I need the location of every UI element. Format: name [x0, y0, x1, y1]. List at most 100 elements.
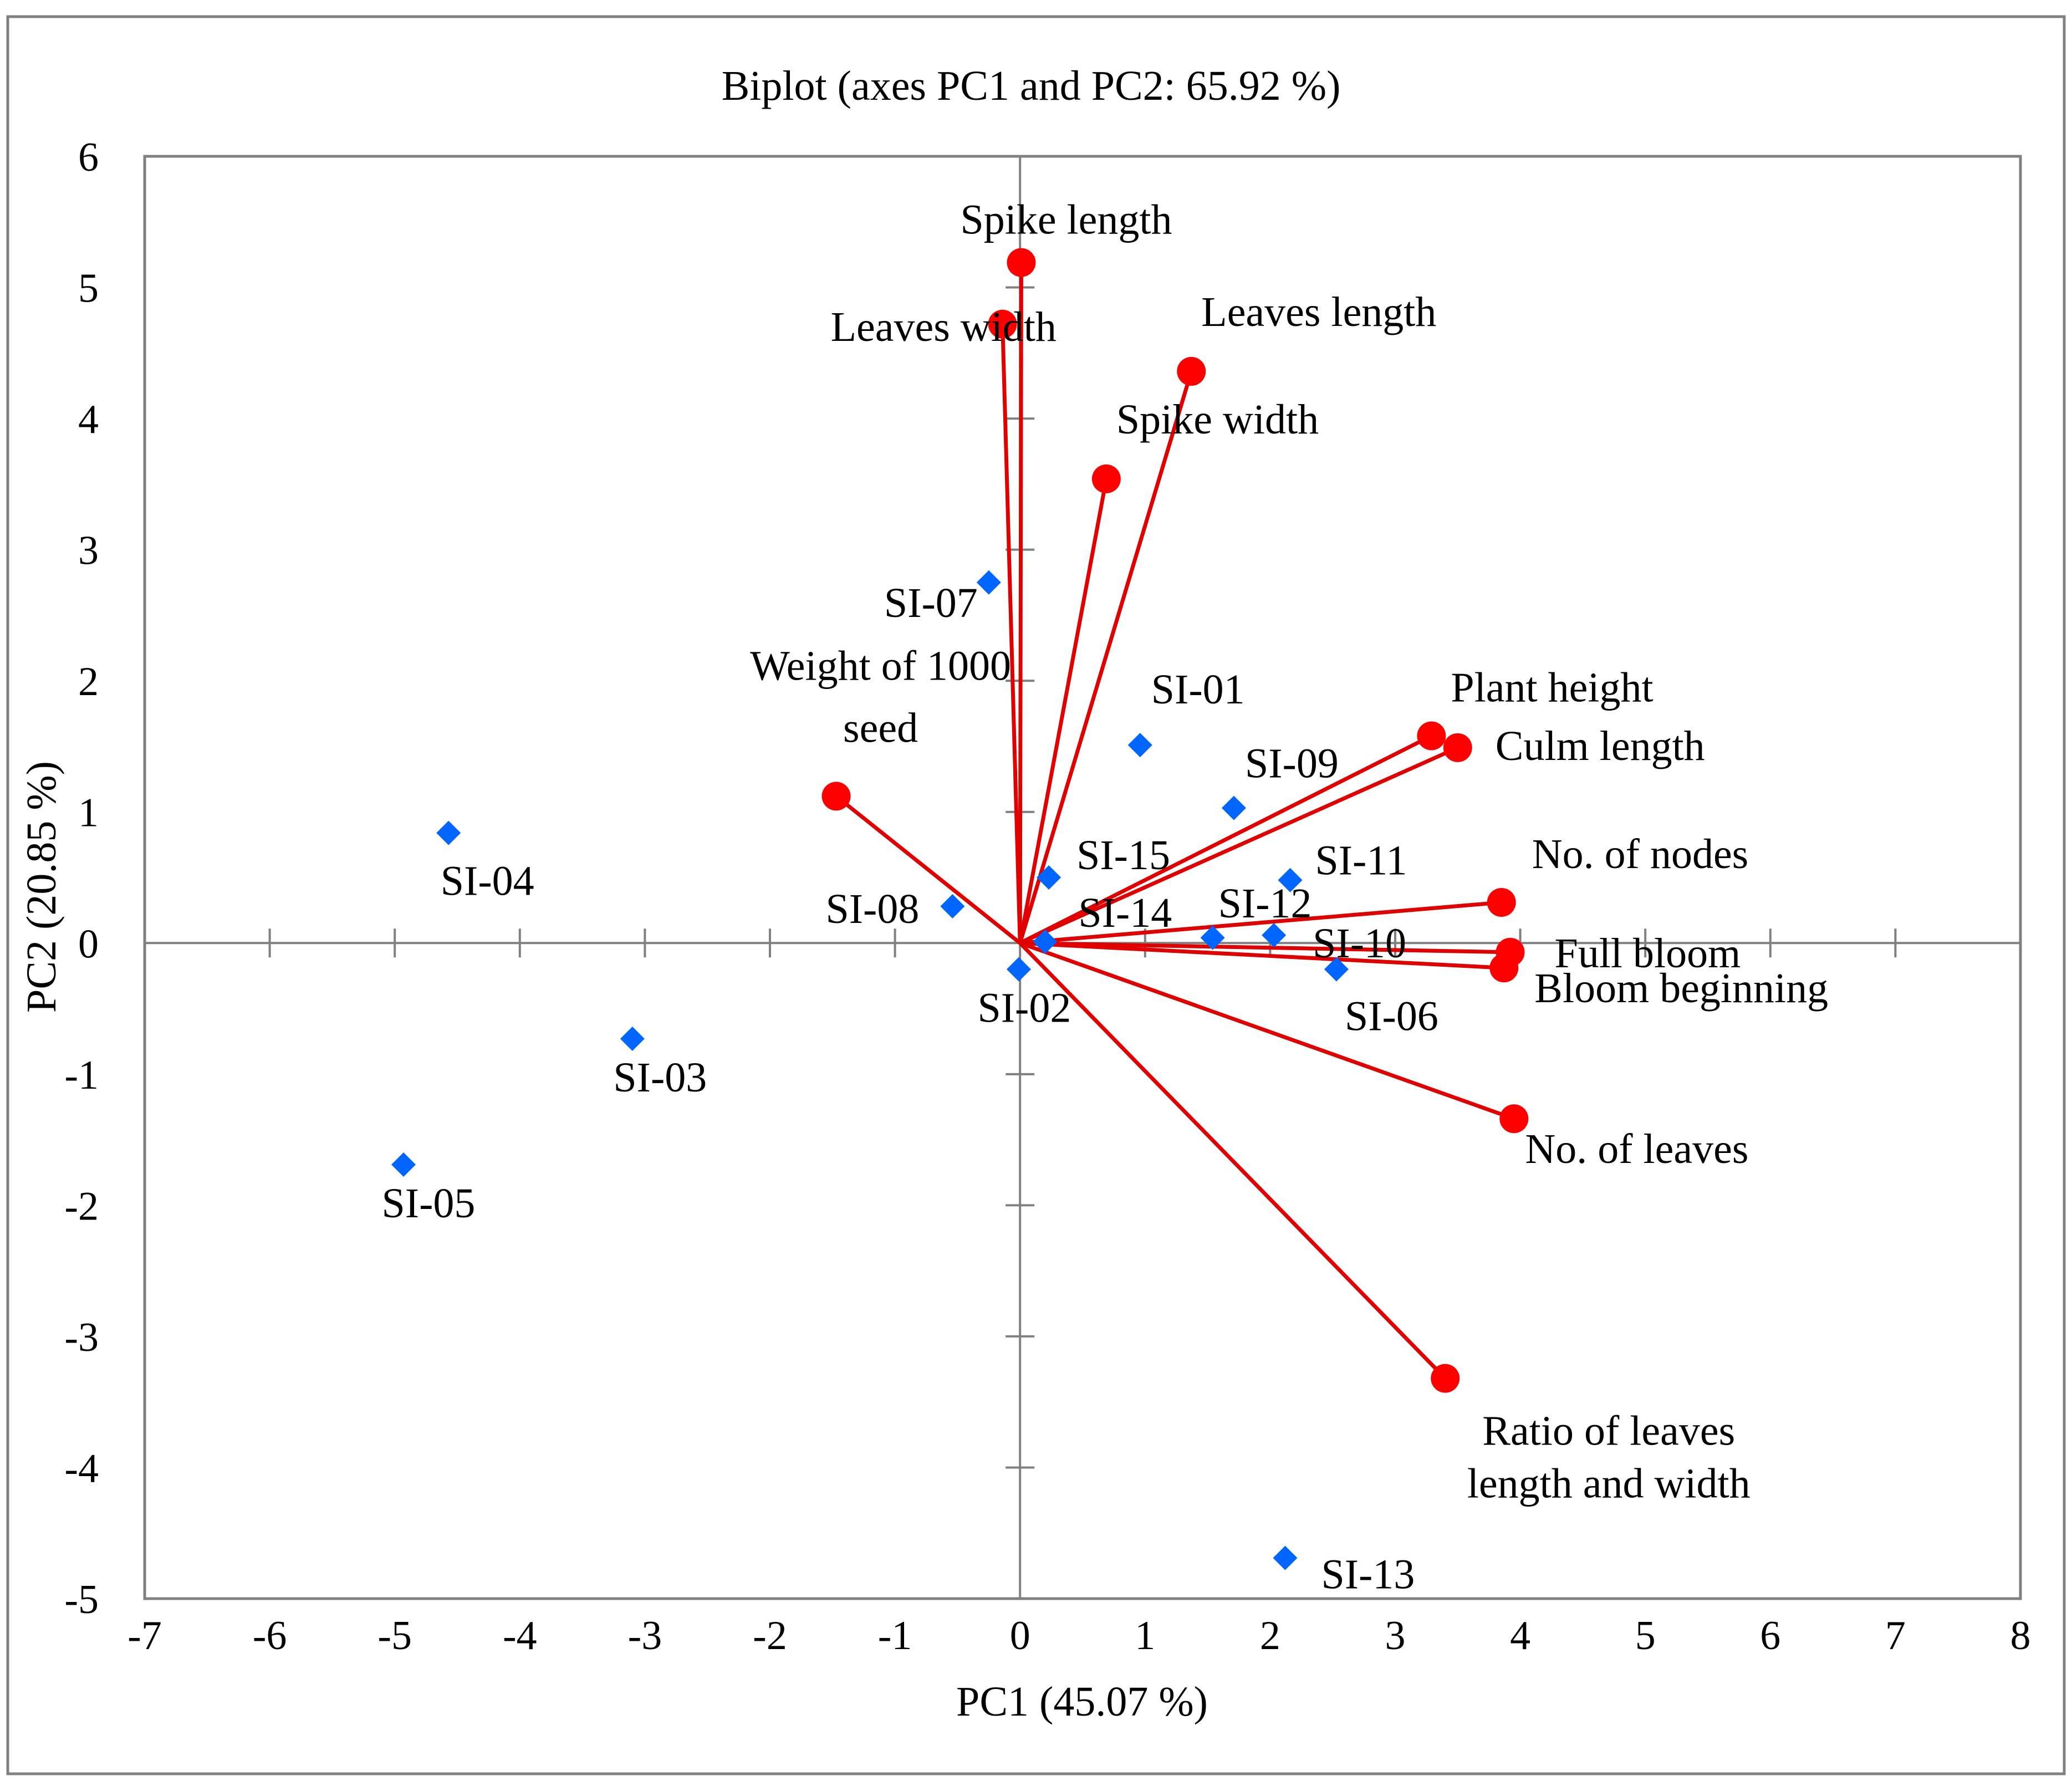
variable-vector [1018, 478, 1109, 943]
variable-vector [1018, 941, 1447, 1380]
variable-label-line: Plant height [1451, 665, 1653, 711]
y-tick-label: 1 [78, 790, 99, 836]
x-tick-label: -6 [253, 1613, 287, 1658]
x-tick-label: -3 [628, 1613, 662, 1658]
x-tick-label: 0 [1010, 1613, 1030, 1658]
variable-label-line: Ratio of leaves [1482, 1408, 1735, 1455]
variable-point [1431, 1364, 1460, 1393]
x-tick-label: 2 [1260, 1613, 1280, 1658]
variable-label: Spike width [1116, 396, 1319, 443]
variable-point [1499, 1104, 1529, 1134]
x-tick-label: -4 [503, 1613, 537, 1658]
observation-label: SI-08 [825, 886, 919, 932]
variable-label-line: Leaves length [1201, 289, 1436, 335]
observation-label: SI-14 [1078, 890, 1172, 936]
y-tick-label: 3 [78, 528, 99, 574]
variable-point [988, 309, 1017, 339]
observation-point [1037, 865, 1061, 890]
observation-label: SI-03 [613, 1054, 707, 1101]
x-tick-label: -1 [878, 1613, 912, 1658]
variable-point [1091, 464, 1121, 493]
observation-point [391, 1152, 416, 1177]
variable-label-line: Spike length [960, 197, 1172, 243]
y-tick-label: 2 [78, 659, 99, 705]
variable-label: Ratio of leaves length and width [1467, 1408, 1751, 1507]
variable-label: Weight of 1000 seed [750, 642, 1011, 751]
variable-label: No. of leaves [1525, 1126, 1748, 1172]
variable-point [1443, 733, 1472, 762]
observation-label: SI-12 [1218, 880, 1312, 927]
variable-label: Spike length [960, 197, 1172, 243]
variable-label: Plant height [1451, 665, 1653, 711]
variable-point [1177, 356, 1206, 386]
variable-label-line: Culm length [1496, 723, 1705, 769]
observation-point [620, 1026, 645, 1051]
observation-point [1262, 923, 1287, 948]
y-tick-label: -2 [64, 1183, 99, 1229]
variable-point [821, 782, 851, 811]
variable-label-line: length and width [1467, 1461, 1751, 1507]
x-tick-label: 3 [1385, 1613, 1406, 1658]
y-tick-labels: -5 -4 -3 -2 -1 0 1 2 3 4 5 6 [64, 135, 99, 1622]
variable-label-line: seed [843, 705, 918, 751]
observation-label: SI-05 [382, 1180, 476, 1227]
observation-point [1033, 929, 1058, 954]
chart-title: Biplot (axes PC1 and PC2: 65.92 %) [722, 63, 1341, 109]
observation-label: SI-01 [1151, 666, 1245, 713]
variable-point [1487, 887, 1516, 917]
x-tick-label: 1 [1135, 1613, 1155, 1658]
y-tick-label: -4 [64, 1446, 99, 1491]
variable-label-line: No. of nodes [1532, 831, 1749, 877]
x-tick-label: -7 [127, 1613, 162, 1658]
figure-frame [6, 15, 2066, 1775]
observation-point [1006, 957, 1031, 982]
x-tick-label: 7 [1885, 1613, 1906, 1658]
x-tick-label: -2 [753, 1613, 787, 1658]
y-tick-label: -5 [64, 1577, 99, 1622]
y-tick-label: 5 [78, 266, 99, 312]
x-tick-label: 4 [1510, 1613, 1530, 1658]
x-tick-label: -5 [377, 1613, 412, 1658]
observation-point [1278, 867, 1303, 892]
y-tick-label: -3 [64, 1315, 99, 1360]
observation-point [940, 894, 965, 919]
variable-vector [835, 794, 1022, 945]
variable-label: Leaves width [831, 304, 1057, 350]
variable-label-line: Weight of 1000 [750, 642, 1011, 689]
observation-point [1200, 925, 1225, 950]
observation-label: SI-02 [977, 985, 1071, 1032]
x-tick-labels: -7 -6 -5 -4 -3 -2 -1 0 1 2 3 4 5 6 7 8 [127, 1613, 2030, 1658]
variable-label: Culm length [1496, 723, 1705, 769]
variable-label: No. of nodes [1532, 831, 1749, 877]
variable-label-line: Leaves width [831, 304, 1057, 350]
observation-label: SI-15 [1076, 832, 1170, 879]
observation-label: SI-04 [441, 858, 534, 905]
observation-point [1273, 1545, 1298, 1570]
observation-label: SI-07 [884, 580, 978, 626]
variable-label-line: Spike width [1116, 396, 1319, 443]
observation-points [391, 570, 1349, 1570]
variable-vector [1019, 941, 1515, 1121]
y-tick-label: -1 [64, 1053, 99, 1098]
variable-label: Bloom beginning [1534, 965, 1828, 1012]
variable-vector [1019, 900, 1502, 945]
variable-vector [1019, 746, 1459, 945]
observation-point [1127, 733, 1152, 758]
variable-label-line: No. of leaves [1525, 1126, 1748, 1172]
observation-label: SI-09 [1245, 741, 1339, 787]
observation-label: SI-11 [1315, 838, 1407, 884]
x-axis-title: PC1 (45.07 %) [956, 1678, 1208, 1725]
variable-vector [1018, 262, 1023, 943]
plot-area [143, 155, 2022, 1600]
variable-vector [1019, 734, 1432, 945]
x-tick-label: 8 [2010, 1613, 2031, 1658]
observation-point [1324, 957, 1349, 982]
observation-point [436, 820, 461, 845]
y-tick-label: 4 [78, 397, 99, 442]
variable-label-line: Full bloom [1555, 930, 1741, 977]
variable-label-line: Bloom beginning [1534, 965, 1828, 1012]
variable-point [1417, 721, 1446, 751]
variable-vector [1020, 941, 1510, 955]
variable-point [1489, 953, 1519, 983]
